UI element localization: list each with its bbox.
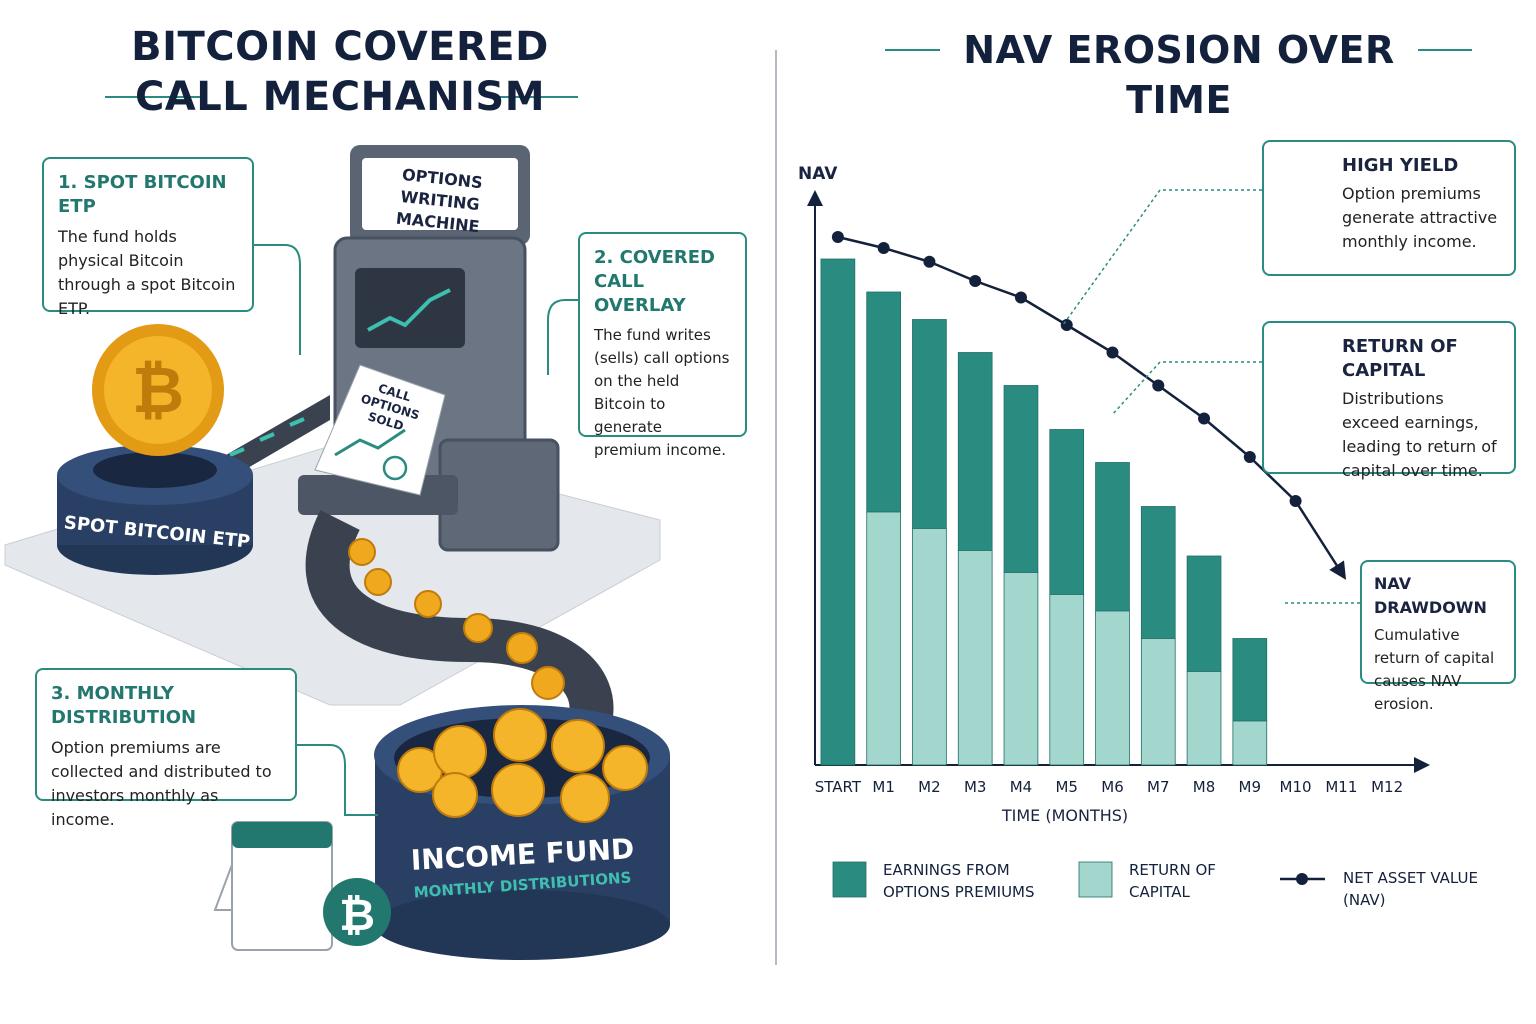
annotation-text: Cumulative return of capital causes NAV …: [1374, 626, 1495, 713]
x-axis-label: TIME (MONTHS): [1001, 806, 1129, 825]
step-text: Option premiums are collected and distri…: [51, 738, 272, 829]
fund-bottom: [374, 890, 670, 960]
nav-point: [831, 231, 844, 243]
ticket-trend: [334, 428, 406, 457]
x-tick-label: M5: [1055, 778, 1078, 796]
coin-icon-symbol: ₿: [339, 890, 375, 941]
bar: [1186, 671, 1222, 766]
legend-label: RETURN OF CAPITAL: [1129, 861, 1216, 901]
bar: [1095, 610, 1130, 766]
step-title: 1. SPOT BITCOIN ETP: [58, 172, 227, 217]
x-tick-label: M9: [1239, 778, 1262, 796]
annotation-box: RETURN OF CAPITAL Distributions exceed e…: [1262, 321, 1516, 480]
step-box: 2. COVERED CALL OVERLAY The fund writes …: [578, 232, 747, 459]
nav-point: [1198, 412, 1211, 425]
conveyor-arrows: [229, 417, 305, 457]
bitcoin-coin-face: [104, 336, 212, 444]
chute-coins: [348, 538, 565, 700]
nav-point: [1289, 495, 1302, 507]
step-box: 1. SPOT BITCOIN ETP The fund holds physi…: [42, 157, 254, 318]
bar: [957, 550, 993, 766]
annotation-title: RETURN OF CAPITAL: [1342, 336, 1458, 381]
bar: [1095, 462, 1130, 612]
annotation-text: Distributions exceed earnings, leading t…: [1342, 389, 1497, 480]
ticket-check: [382, 455, 408, 481]
annotation-title: HIGH YIELD: [1342, 155, 1459, 176]
step-title: 3. MONTHLY DISTRIBUTION: [51, 683, 197, 728]
x-tick-label: M7: [1147, 778, 1170, 796]
annotation-text: Option premiums generate attractive mont…: [1342, 184, 1498, 251]
x-tick-label: M3: [964, 778, 987, 796]
ticket: [314, 364, 446, 496]
nav-point: [969, 275, 982, 287]
annotation-box: HIGH YIELD Option premiums generate attr…: [1262, 140, 1516, 276]
fund-coins: [397, 708, 648, 823]
y-axis-label: NAV: [798, 164, 838, 184]
nav-point: [1060, 319, 1073, 331]
bar: [912, 528, 947, 766]
legend-swatch: [1078, 861, 1113, 898]
leader: [1062, 189, 1262, 326]
illustration: ₿ ₿: [4, 145, 670, 960]
connector: [297, 744, 378, 816]
nav-line: [837, 235, 1347, 580]
legend-swatch: [832, 861, 867, 898]
x-tick-label: START: [815, 778, 862, 796]
coin-icon: [323, 878, 391, 946]
bar: [957, 352, 993, 551]
leader: [1111, 361, 1262, 416]
bar: [1003, 572, 1039, 766]
machine-screen: [355, 268, 465, 348]
etp-hole: [93, 452, 217, 488]
nav-point: [1152, 379, 1165, 392]
bar: [820, 258, 856, 766]
x-tick-label: M10: [1280, 778, 1312, 796]
bar: [1049, 429, 1085, 595]
chart-title: NAV EROSION OVER TIME: [963, 28, 1395, 122]
bar: [1003, 385, 1039, 573]
connector: [254, 244, 301, 355]
bar: [1049, 594, 1085, 766]
x-tick-label: M11: [1325, 778, 1357, 796]
annotation-box: NAV DRAWDOWN Cumulative return of capita…: [1360, 560, 1516, 713]
plot: START M1 M2 M3 M4 M5 M6 M7 M8 M9 M10 M11 M12: [807, 190, 1430, 796]
nav-point: [1106, 346, 1119, 359]
calendar-header: [232, 822, 332, 848]
bar: [866, 291, 901, 513]
bar: [1232, 720, 1268, 766]
step-text: The fund holds physical Bitcoin through …: [58, 227, 236, 318]
x-tick-label: M8: [1193, 778, 1216, 796]
x-tick-label: M4: [1010, 778, 1033, 796]
step-title: 2. COVERED CALL OVERLAY: [594, 247, 715, 316]
nav-point: [1243, 451, 1256, 463]
bitcoin-symbol: ₿: [132, 354, 184, 428]
diagram-title: BITCOIN COVERED CALL MECHANISM: [131, 24, 549, 120]
legend-label: EARNINGS FROM OPTIONS PREMIUMS: [883, 861, 1035, 901]
legend-label: NET ASSET VALUE (NAV): [1343, 869, 1478, 909]
bar: [1232, 638, 1268, 722]
nav-point: [923, 255, 936, 268]
machine-sign: [362, 158, 518, 230]
bar: [1186, 555, 1222, 672]
x-tick-label: M6: [1101, 778, 1124, 796]
connector: [547, 299, 578, 375]
step-text: The fund writes (sells) call options on …: [594, 326, 730, 459]
nav-point: [1014, 291, 1027, 304]
bar: [1140, 506, 1176, 639]
x-tick-label: M1: [872, 778, 895, 796]
step-box: 3. MONTHLY DISTRIBUTION Option premiums …: [35, 668, 297, 829]
bar: [912, 319, 947, 529]
coin-chute: [305, 510, 614, 726]
x-tick-label: M12: [1371, 778, 1403, 796]
x-tick-label: M2: [918, 778, 941, 796]
nav-point: [877, 242, 890, 254]
legend-dot: [1296, 873, 1308, 885]
bar: [1140, 638, 1176, 766]
bar: [866, 511, 901, 766]
annotation-title: NAV DRAWDOWN: [1374, 574, 1487, 617]
screen-trend: [367, 288, 451, 332]
